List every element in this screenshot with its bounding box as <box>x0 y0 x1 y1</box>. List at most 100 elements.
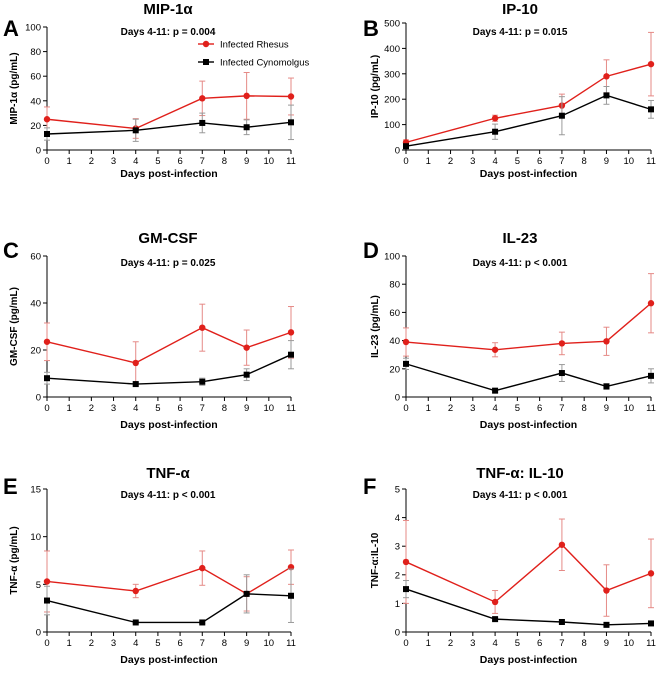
data-point-cynomolgus <box>243 371 250 378</box>
chart-panel-e: E TNF-α Days 4-11: p < 0.001 0 5 10 15 0 1 2 3 4 5 6 7… <box>3 465 296 666</box>
data-point-cynomolgus <box>288 592 294 599</box>
y-tick-label: 0 <box>36 393 41 404</box>
x-tick-label: 7 <box>559 638 564 649</box>
data-point-cynomolgus <box>132 619 139 626</box>
y-tick-label: 60 <box>30 252 41 263</box>
x-tick-label: 2 <box>448 403 453 414</box>
x-axis-label: Days post-infection <box>480 168 577 180</box>
y-tick-label: 200 <box>384 95 400 106</box>
panel-letter: F <box>363 474 376 499</box>
x-tick-label: 8 <box>222 403 227 414</box>
y-tick-label: 10 <box>30 532 41 543</box>
x-tick-label: 8 <box>222 156 227 167</box>
x-axis-label: Days post-infection <box>120 168 217 180</box>
chart-panel-a: A MIP-1α Days 4-11: p = 0.004 0 20 40 60 80 100 0… <box>3 1 309 180</box>
x-axis-label: Days post-infection <box>480 419 577 431</box>
y-tick-label: 0 <box>36 628 41 639</box>
data-point-cynomolgus <box>558 370 565 377</box>
x-tick-label: 7 <box>200 156 205 167</box>
chart-title: IL-23 <box>502 230 537 247</box>
x-tick-label: 3 <box>470 403 475 414</box>
x-tick-label: 10 <box>623 638 634 649</box>
x-tick-label: 4 <box>492 638 497 649</box>
panel-letter: A <box>3 16 19 41</box>
x-tick-label: 7 <box>559 403 564 414</box>
series-line-cynomolgus <box>46 593 292 624</box>
data-point-rhesus <box>287 329 295 336</box>
x-tick-label: 10 <box>264 403 275 414</box>
x-tick-label: 7 <box>200 638 205 649</box>
x-tick-label: 2 <box>448 156 453 167</box>
x-tick-label: 10 <box>623 156 634 167</box>
y-tick-label: 0 <box>395 393 400 404</box>
chart-title: TNF-α: IL-10 <box>476 465 564 482</box>
x-tick-label: 0 <box>44 638 49 649</box>
series-line-rhesus <box>46 566 292 595</box>
x-tick-label: 6 <box>537 156 542 167</box>
p-value-label: Days 4-11: p = 0.015 <box>473 27 568 38</box>
chart-title: MIP-1α <box>143 1 193 18</box>
y-tick-label: 15 <box>30 485 41 496</box>
legend-marker-rhesus <box>202 40 210 48</box>
x-tick-label: 2 <box>448 638 453 649</box>
x-axis-label: Days post-infection <box>480 654 577 666</box>
x-tick-label: 9 <box>604 403 609 414</box>
x-tick-label: 4 <box>133 403 138 414</box>
series-line-rhesus <box>405 63 652 144</box>
x-tick-label: 11 <box>286 156 296 167</box>
x-tick-label: 8 <box>222 638 227 649</box>
y-tick-label: 40 <box>30 299 41 310</box>
data-point-rhesus <box>491 115 499 122</box>
legend-marker-cynomolgus <box>203 59 209 65</box>
x-tick-label: 11 <box>646 638 656 649</box>
data-point-cynomolgus <box>199 378 206 385</box>
x-tick-label: 1 <box>67 403 72 414</box>
data-point-rhesus <box>132 587 139 595</box>
data-point-rhesus <box>603 73 610 80</box>
x-tick-label: 4 <box>133 638 138 649</box>
data-point-cynomolgus <box>648 372 654 379</box>
data-point-rhesus <box>287 93 295 100</box>
data-point-cynomolgus <box>199 619 206 626</box>
y-tick-label: 400 <box>384 44 400 55</box>
x-tick-label: 9 <box>244 403 249 414</box>
x-tick-label: 11 <box>646 403 656 414</box>
data-point-cynomolgus <box>603 383 610 390</box>
x-tick-label: 10 <box>264 156 275 167</box>
x-tick-label: 9 <box>604 156 609 167</box>
x-tick-label: 7 <box>200 403 205 414</box>
x-axis-label: Days post-infection <box>120 654 217 666</box>
data-point-rhesus <box>603 338 610 345</box>
data-point-cynomolgus <box>243 590 250 597</box>
data-point-cynomolgus <box>44 597 50 604</box>
x-tick-label: 8 <box>582 638 587 649</box>
data-point-cynomolgus <box>492 387 499 394</box>
data-point-rhesus <box>402 338 410 346</box>
x-tick-label: 9 <box>604 638 609 649</box>
x-tick-label: 1 <box>426 403 431 414</box>
legend: Infected Rhesus Infected Cynomolgus <box>198 40 309 69</box>
chart-panel-d: D IL-23 Days 4-11: p < 0.001 0 20 40 60 80 100 0 1… <box>363 230 656 431</box>
p-value-label: Days 4-11: p = 0.025 <box>121 258 216 269</box>
x-tick-label: 3 <box>111 638 116 649</box>
y-tick-label: 100 <box>384 120 400 131</box>
data-point-rhesus <box>199 324 206 331</box>
legend-label-rhesus: Infected Rhesus <box>220 40 289 51</box>
x-tick-label: 8 <box>582 156 587 167</box>
legend-label-cynomolgus: Infected Cynomolgus <box>220 58 309 69</box>
panel-letter: D <box>363 238 379 263</box>
y-tick-label: 80 <box>389 280 400 291</box>
data-point-rhesus <box>647 60 655 68</box>
y-tick-label: 80 <box>30 47 41 58</box>
data-point-cynomolgus <box>132 381 139 388</box>
x-tick-label: 0 <box>403 403 408 414</box>
x-tick-label: 10 <box>264 638 275 649</box>
data-point-rhesus <box>199 95 206 102</box>
data-point-rhesus <box>43 578 51 585</box>
x-tick-label: 0 <box>44 156 49 167</box>
x-tick-label: 6 <box>177 403 182 414</box>
y-axis-label: IP-10 (pg/mL) <box>370 55 381 118</box>
panel-letter: E <box>3 474 18 499</box>
x-tick-label: 0 <box>403 638 408 649</box>
